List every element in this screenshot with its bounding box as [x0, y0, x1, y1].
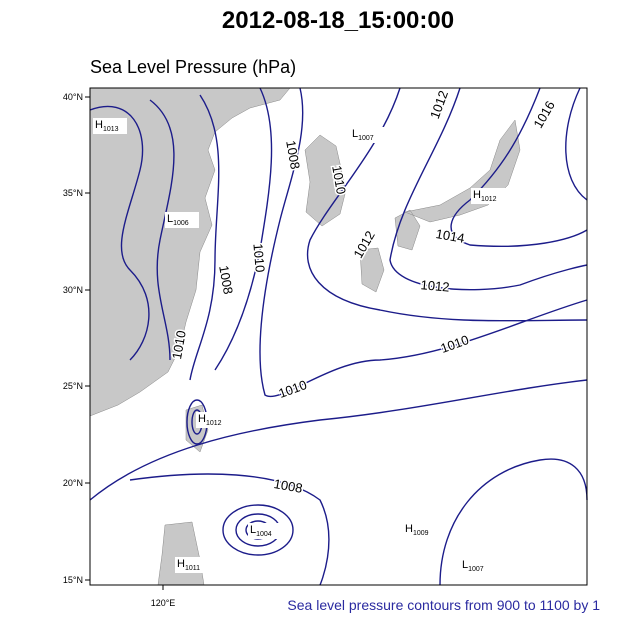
- lat-label: 25°N: [63, 381, 83, 391]
- center-kind: H: [177, 558, 185, 570]
- pressure-center: L1007: [352, 128, 374, 142]
- contour-label: 1008: [283, 139, 303, 170]
- center-kind: H: [473, 189, 481, 201]
- center-box: [403, 522, 437, 538]
- contour-label: 1008: [216, 264, 236, 295]
- center-box: [248, 523, 282, 539]
- pressure-center: L1004: [250, 524, 272, 538]
- lat-label: 40°N: [63, 92, 83, 102]
- contour-label: 1014: [435, 226, 466, 246]
- contour-label: 1010: [169, 329, 189, 360]
- center-value: 1012: [206, 420, 222, 427]
- contour-label: 1012: [420, 277, 450, 294]
- center-box: [93, 118, 127, 134]
- pressure-center: H1012: [198, 413, 222, 427]
- lat-label: 15°N: [63, 575, 83, 585]
- center-kind: L: [167, 213, 173, 225]
- center-value: 1006: [173, 220, 189, 227]
- lat-label: 20°N: [63, 478, 83, 488]
- center-kind: L: [352, 128, 358, 140]
- center-kind: L: [462, 559, 468, 571]
- contour-label: 1012: [427, 88, 451, 120]
- pressure-center: L1007: [462, 559, 484, 573]
- contour-label: 1010: [329, 164, 349, 195]
- center-kind: H: [405, 523, 413, 535]
- contour-label: 1010: [438, 332, 470, 356]
- center-box: [460, 558, 494, 574]
- center-kind: L: [250, 524, 256, 536]
- center-box: [175, 557, 209, 573]
- center-value: 1011: [185, 565, 200, 572]
- center-kind: H: [95, 119, 103, 131]
- center-kind: H: [198, 413, 206, 425]
- lon-label: 120°E: [151, 598, 176, 608]
- center-box: [350, 127, 384, 143]
- lat-label: 30°N: [63, 285, 83, 295]
- center-value: 1007: [468, 566, 484, 573]
- map-frame: [89, 87, 588, 586]
- center-box: [196, 412, 230, 428]
- pressure-center: H1012: [473, 189, 497, 203]
- pressure-center: L1006: [167, 213, 189, 227]
- center-box: [471, 188, 505, 204]
- lat-label: 35°N: [63, 188, 83, 198]
- footer: Sea level pressure contours from 900 to …: [287, 597, 600, 613]
- center-value: 1004: [256, 531, 272, 538]
- center-value: 1007: [358, 135, 374, 142]
- title: 2012-08-18_15:00:00: [222, 7, 454, 34]
- center-value: 1012: [481, 196, 497, 203]
- center-value: 1009: [413, 530, 429, 537]
- contour-label: 1010: [250, 243, 267, 273]
- center-box: [165, 212, 199, 228]
- pressure-center: H1011: [177, 558, 200, 572]
- subtitle: Sea Level Pressure (hPa): [90, 57, 296, 77]
- pressure-center: H1009: [405, 523, 429, 537]
- contour-label: 1010: [276, 377, 308, 401]
- contour-label: 1008: [273, 476, 304, 496]
- contours: [89, 87, 588, 586]
- center-value: 1013: [103, 126, 119, 133]
- pressure-center: H1013: [95, 119, 119, 133]
